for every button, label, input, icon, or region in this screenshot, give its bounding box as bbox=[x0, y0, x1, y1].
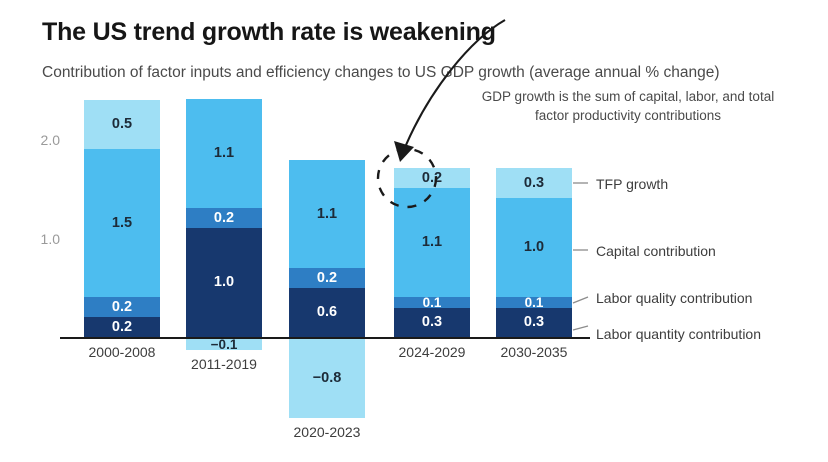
segment-labor-quality[interactable]: 0.2 bbox=[186, 208, 262, 228]
bar-2020-2023[interactable]: 1.1 0.2 0.6 bbox=[289, 160, 365, 337]
segment-tfp[interactable]: 0.5 bbox=[84, 100, 160, 149]
segment-labor-quantity[interactable]: 0.2 bbox=[84, 317, 160, 337]
bar-2024-2029[interactable]: 0.2 1.1 0.1 0.3 bbox=[394, 168, 470, 337]
chart-subtitle: Contribution of factor inputs and effici… bbox=[42, 64, 720, 81]
segment-labor-quality[interactable]: 0.2 bbox=[289, 268, 365, 288]
chart-annotation-note: GDP growth is the sum of capital, labor,… bbox=[481, 89, 775, 123]
leader-line-labor-quantity bbox=[572, 325, 589, 331]
segment-tfp[interactable]: −0.8 bbox=[289, 339, 365, 418]
segment-tfp[interactable]: 0.2 bbox=[394, 168, 470, 188]
annotation-arrow-path bbox=[405, 19, 506, 146]
category-label-2020-2023: 2020-2023 bbox=[293, 424, 361, 440]
category-label-2000-2008: 2000-2008 bbox=[88, 344, 156, 360]
segment-capital[interactable]: 1.1 bbox=[394, 188, 470, 297]
segment-capital[interactable]: 1.1 bbox=[289, 160, 365, 268]
legend-label-labor-quantity: Labor quantity contribution bbox=[596, 326, 761, 342]
legend-label-capital: Capital contribution bbox=[596, 243, 716, 259]
segment-labor-quality[interactable]: 0.1 bbox=[496, 296, 572, 309]
segment-capital[interactable]: 1.5 bbox=[84, 149, 160, 297]
segment-labor-quality[interactable]: 0.2 bbox=[84, 297, 160, 317]
segment-labor-quality[interactable]: 0.1 bbox=[394, 296, 470, 309]
category-label-2024-2029: 2024-2029 bbox=[398, 344, 466, 360]
segment-labor-quantity[interactable]: 0.3 bbox=[394, 308, 470, 337]
segment-tfp[interactable]: −0.1 bbox=[186, 338, 262, 351]
segment-tfp[interactable]: 0.3 bbox=[496, 168, 572, 198]
y-axis-tick-1: 1.0 bbox=[40, 231, 60, 247]
bar-2030-2035[interactable]: 0.3 1.0 0.1 0.3 bbox=[496, 168, 572, 337]
segment-capital[interactable]: 1.0 bbox=[496, 198, 572, 297]
bar-2000-2008[interactable]: 0.5 1.5 0.2 0.2 bbox=[84, 100, 160, 337]
segment-capital[interactable]: 1.1 bbox=[186, 99, 262, 208]
segment-labor-quantity[interactable]: 0.3 bbox=[496, 308, 572, 337]
category-label-2030-2035: 2030-2035 bbox=[500, 344, 568, 360]
bar-2011-2019-negative[interactable]: −0.1 bbox=[186, 338, 262, 351]
bar-2020-2023-negative[interactable]: −0.8 bbox=[289, 339, 365, 418]
legend-label-labor-quality: Labor quality contribution bbox=[596, 290, 753, 306]
y-axis-tick-2: 2.0 bbox=[40, 132, 60, 148]
segment-labor-quantity[interactable]: 1.0 bbox=[186, 228, 262, 337]
category-label-2011-2019: 2011-2019 bbox=[191, 356, 257, 372]
segment-labor-quantity[interactable]: 0.6 bbox=[289, 288, 365, 337]
legend-label-tfp: TFP growth bbox=[596, 176, 669, 192]
zero-axis-line bbox=[60, 337, 590, 339]
leader-line-labor-quality bbox=[572, 296, 589, 304]
annotation-arrow-head bbox=[394, 141, 414, 162]
bar-2011-2019[interactable]: 1.1 0.2 1.0 bbox=[186, 99, 262, 337]
